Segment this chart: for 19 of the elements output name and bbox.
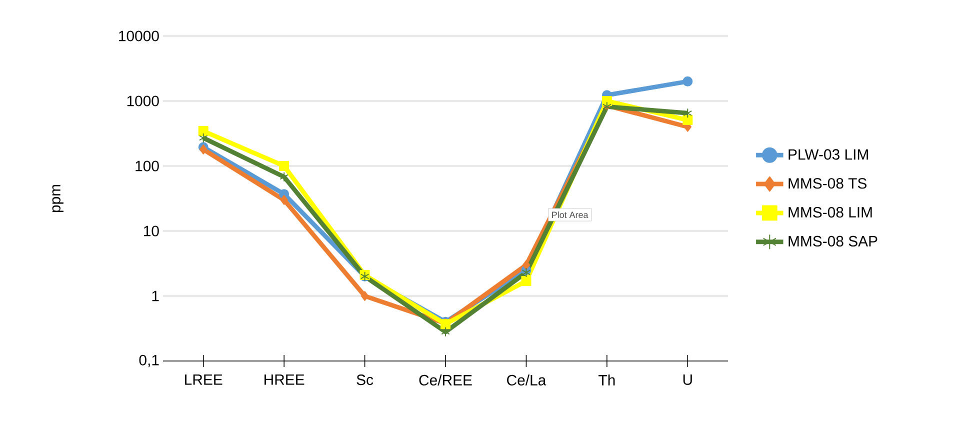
legend-label: MMS-08 LIM [788,206,872,218]
y-tick-label: 10000 [119,30,159,42]
x-tick-label: HREE [264,374,304,385]
y-tick-label: 10 [144,226,159,236]
x-tick-label: LREE [185,374,222,385]
x-tick-label: Th [598,374,615,386]
x-tick-label: U [683,374,692,385]
x-tick-label: Sc [356,374,374,386]
legend-label: MMS-08 TS [788,178,867,189]
y-tick-label: 1 [152,290,159,302]
x-tick-label: Ce/La [507,374,546,386]
y-tick-label: 0,1 [139,354,159,368]
y-tick-label: 100 [136,160,159,172]
y-tick-label: 1000 [127,96,159,106]
legend-label: MMS-08 SAP [788,236,878,246]
annotation: Plot Area [552,211,588,218]
y-axis-title: ppm [52,184,64,212]
legend-label: PLW-03 LIM [788,149,868,160]
x-tick-label: Ce/REE [419,374,472,386]
